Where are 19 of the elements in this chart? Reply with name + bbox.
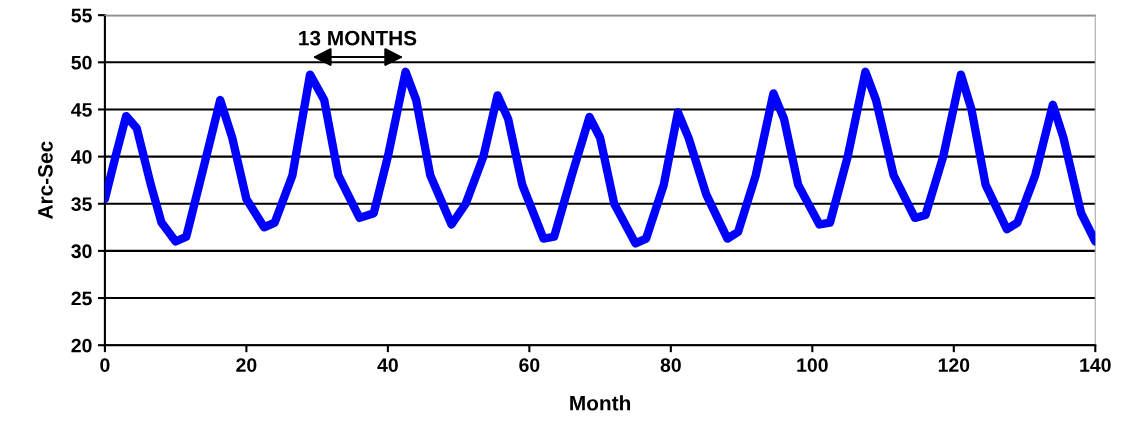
x-tick-label: 140	[1080, 358, 1111, 372]
x-tick-label: 120	[938, 358, 970, 372]
y-tick-label: 40	[71, 150, 92, 164]
y-tick-label: 55	[71, 8, 92, 23]
x-tick-label: 80	[660, 358, 681, 372]
y-tick-label: 45	[71, 103, 92, 117]
x-tick-label: 20	[236, 358, 257, 372]
y-tick-label: 50	[71, 55, 92, 70]
x-tick-label: 60	[519, 358, 540, 372]
y-tick-label: 35	[71, 197, 92, 212]
y-tick-label: 20	[71, 338, 92, 353]
y-axis-title: Arc-Sec	[38, 141, 53, 220]
x-tick-label: 100	[797, 358, 828, 372]
x-tick-label: 0	[100, 358, 110, 372]
annotation: 13 MONTHS	[299, 30, 417, 46]
y-tick-label: 25	[71, 291, 92, 306]
y-tick-label: 30	[71, 244, 92, 259]
x-tick-label: 40	[377, 358, 398, 372]
x-axis-title: Month	[570, 395, 631, 411]
